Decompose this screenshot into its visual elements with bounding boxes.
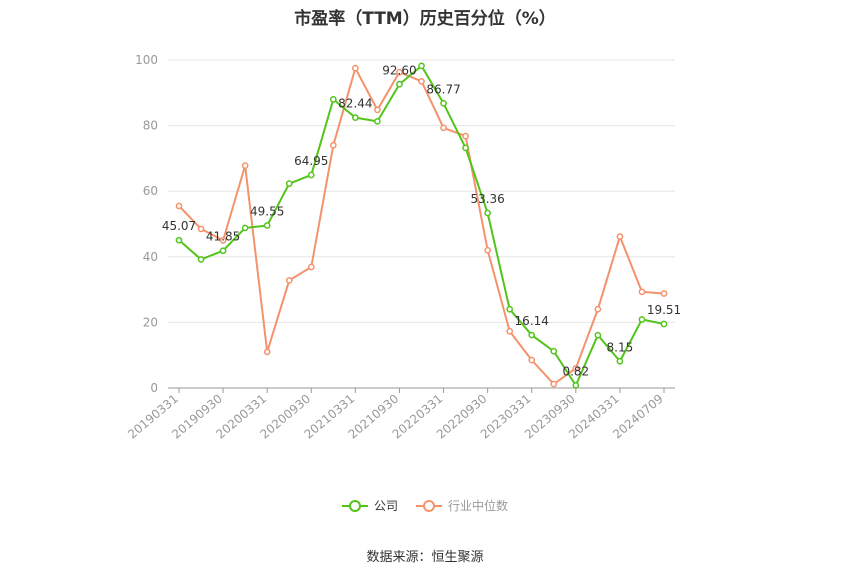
axes: 0204060801002019033120190930202003312020… — [125, 53, 675, 442]
line-chart: 0204060801002019033120190930202003312020… — [125, 53, 681, 442]
company-point — [484, 209, 491, 217]
industry-point — [616, 233, 624, 240]
data-label: 82.44 — [338, 97, 372, 111]
y-tick-label: 0 — [150, 381, 158, 395]
company-point — [440, 100, 447, 107]
chart-title: 市盈率（TTM）历史百分位（%） — [294, 9, 556, 29]
data-labels: 45.07 41.85 49.55 64.95 82.44 92.60 86.77 53.36… — [162, 63, 681, 378]
legend-item-industry[interactable]: 行业中位数 — [416, 497, 508, 514]
company-point — [660, 320, 668, 328]
company-point — [241, 224, 249, 232]
industry-point — [484, 246, 491, 254]
data-label: 45.07 — [162, 219, 196, 233]
legend-marker-company — [341, 499, 368, 512]
company-point — [506, 305, 514, 313]
source-note: 数据来源：恒生聚源 — [366, 550, 484, 565]
company-point — [594, 331, 602, 339]
industry-point — [418, 77, 425, 85]
legend-marker-industry — [416, 499, 442, 512]
company-point — [307, 171, 315, 179]
industry-point — [660, 290, 668, 297]
industry-series-line — [178, 67, 665, 386]
data-label: 19.51 — [647, 303, 681, 317]
y-tick-label: 100 — [135, 53, 158, 67]
company-point — [197, 256, 205, 263]
company-point — [462, 144, 469, 152]
company-point — [396, 80, 403, 88]
legend: 公司 行业中位数 — [0, 497, 850, 514]
company-point — [219, 247, 227, 255]
company-point — [528, 331, 536, 339]
company-point — [374, 117, 381, 125]
grid-lines — [168, 59, 675, 323]
industry-point — [528, 356, 536, 364]
industry-point — [241, 162, 249, 169]
company-point — [285, 180, 293, 188]
industry-point — [307, 263, 315, 271]
y-tick-label: 80 — [143, 119, 158, 133]
data-label: 49.55 — [250, 204, 284, 218]
data-label: 92.60 — [382, 63, 416, 77]
industry-point — [396, 68, 403, 76]
legend-item-company[interactable]: 公司 — [341, 497, 398, 514]
industry-point — [352, 64, 359, 72]
series-layer — [175, 62, 668, 389]
industry-point — [175, 202, 183, 210]
legend-label-company: 公司 — [373, 499, 398, 513]
data-label: 86.77 — [426, 82, 460, 96]
company-point — [329, 96, 337, 103]
industry-point — [594, 305, 602, 313]
industry-point — [197, 225, 205, 233]
company-point — [352, 114, 359, 121]
legend-label-industry: 行业中位数 — [448, 499, 509, 513]
data-label: 16.14 — [515, 314, 549, 328]
industry-point — [219, 237, 227, 244]
company-point — [572, 381, 580, 389]
industry-point — [285, 277, 293, 284]
company-point — [418, 62, 425, 70]
industry-point — [550, 380, 558, 388]
industry-point — [374, 106, 381, 114]
industry-point — [638, 288, 646, 296]
industry-point — [506, 327, 514, 335]
industry-point — [462, 132, 469, 140]
company-point — [263, 222, 271, 229]
data-label: 53.36 — [470, 192, 504, 206]
industry-point — [440, 124, 447, 132]
industry-point — [329, 141, 337, 149]
y-tick-label: 40 — [143, 250, 158, 264]
industry-point — [572, 364, 580, 372]
y-tick-label: 20 — [143, 315, 158, 329]
company-point — [175, 236, 183, 244]
data-label: 8.15 — [607, 340, 634, 354]
industry-point — [263, 348, 271, 356]
data-label: 64.95 — [294, 154, 328, 168]
data-label: 0.82 — [562, 364, 589, 378]
company-point — [638, 316, 646, 323]
company-point — [616, 357, 624, 365]
y-tick-label: 60 — [143, 184, 158, 198]
company-point — [550, 347, 558, 355]
data-label: 41.85 — [206, 230, 240, 244]
